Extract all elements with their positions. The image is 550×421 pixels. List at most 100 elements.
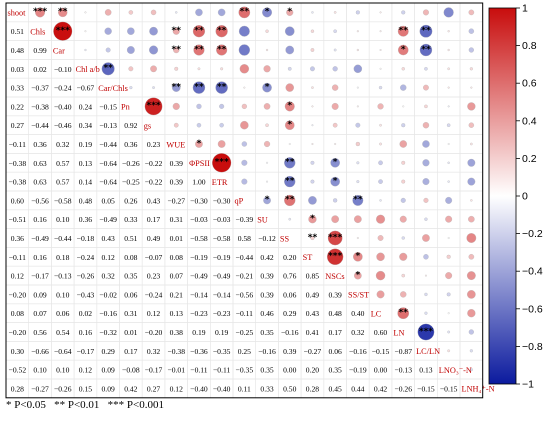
corr-value: 0.45 — [329, 384, 342, 393]
corr-circle-6-13 — [311, 124, 314, 127]
corr-circle-4-12 — [285, 83, 294, 92]
corr-value: −0.24 — [54, 84, 72, 93]
corr-circle-2-4 — [105, 47, 111, 53]
corr-value: 0.42 — [260, 253, 273, 262]
corr-circle-9-11 — [266, 180, 269, 183]
corr-value: −0.08 — [122, 366, 140, 375]
corr-value: 0.21 — [170, 290, 183, 299]
corr-value: −0.11 — [236, 309, 253, 318]
diag-label: LN — [393, 328, 404, 337]
corr-circle-0-19 — [443, 7, 454, 18]
correlation-heatmap: *** ** ** * **** ** ** ** ** **** ** ** * ****** ** ** *… — [5, 2, 543, 399]
corr-circle-7-9 — [217, 140, 226, 148]
corr-circle-11-17 — [399, 215, 407, 223]
corr-value: 0.49 — [147, 234, 160, 243]
sig-stars: *** — [215, 158, 229, 168]
corr-value: −0.58 — [213, 234, 231, 243]
corr-value: 0.27 — [11, 121, 24, 130]
corr-value: −0.19 — [190, 253, 208, 262]
corr-value: −0.39 — [236, 215, 254, 224]
colorbar-tick-label: 0.2 — [522, 153, 537, 165]
corr-value: −0.19 — [213, 253, 231, 262]
sig-stars: * — [355, 270, 360, 280]
corr-circle-0-5 — [128, 10, 134, 15]
sig-stars: *** — [33, 7, 47, 17]
sig-stars: * — [355, 252, 360, 262]
corr-circle-1-17 — [397, 25, 409, 37]
sig-stars: ** — [194, 82, 204, 92]
corr-value: 0.02 — [79, 309, 92, 318]
corr-circle-13-18 — [423, 254, 429, 260]
sig-stars: * — [265, 195, 270, 205]
corr-value: 0.48 — [11, 46, 24, 55]
corr-circle-2-6 — [149, 45, 159, 55]
corr-value: 0.39 — [170, 159, 183, 168]
corr-circle-7-18 — [422, 140, 430, 148]
corr-value: 0.38 — [170, 328, 183, 337]
corr-value: 0.06 — [283, 290, 296, 299]
corr-circle-10-14 — [333, 198, 338, 203]
corr-circle-4-7 — [171, 83, 181, 92]
corr-value: 0.46 — [260, 309, 273, 318]
corr-circle-11-12 — [288, 217, 292, 221]
sig-stars: ** — [217, 45, 227, 55]
sig-stars: * — [197, 139, 202, 149]
corr-value: −0.40 — [213, 384, 231, 393]
corr-circle-14-20 — [466, 271, 476, 280]
corr-circle-13-20 — [468, 254, 475, 260]
sig-p01: ** P<0.01 — [54, 399, 100, 411]
sig-stars: * — [265, 82, 270, 92]
corr-value: 0.48 — [329, 309, 342, 318]
corr-circle-6-16 — [379, 123, 382, 127]
corr-circle-3-4 — [101, 62, 115, 76]
corr-value: 0.16 — [33, 215, 46, 224]
corr-value: 0.36 — [79, 215, 92, 224]
corr-value: 0.50 — [283, 384, 296, 393]
corr-circle-10-12 — [284, 194, 296, 206]
corr-value: 0.20 — [306, 366, 319, 375]
corr-circle-4-17 — [400, 84, 407, 91]
sig-stars: ** — [217, 26, 227, 36]
corr-circle-0-12 — [286, 8, 294, 16]
corr-value: 0.32 — [351, 328, 364, 337]
sig-p05: * P<0.05 — [6, 399, 46, 411]
corr-value: −0.36 — [190, 347, 208, 356]
corr-circle-4-15 — [356, 86, 359, 89]
corr-circle-16-19 — [447, 312, 450, 315]
diag-label: Car/Chls — [98, 84, 128, 93]
corr-circle-12-16 — [377, 235, 384, 241]
corr-circle-8-19 — [447, 161, 450, 164]
corr-circle-7-16 — [379, 142, 382, 146]
corr-value: 0.41 — [306, 328, 319, 337]
corr-value: 0.57 — [56, 159, 69, 168]
corr-value: 0.12 — [79, 366, 92, 375]
corr-value: −0.35 — [236, 366, 254, 375]
corr-value: 0.60 — [374, 328, 387, 337]
corr-value: 0.30 — [11, 347, 24, 356]
corr-circle-4-16 — [378, 85, 383, 90]
sig-stars: ** — [285, 176, 295, 186]
sig-stars: *** — [419, 327, 433, 337]
corr-value: −0.07 — [145, 253, 163, 262]
corr-value: −0.58 — [190, 234, 208, 243]
corr-value: 0.40 — [351, 309, 364, 318]
corr-value: −0.15 — [417, 384, 435, 393]
corr-value: 0.02 — [33, 65, 46, 74]
corr-circle-1-10 — [238, 25, 250, 37]
corr-circle-8-15 — [356, 161, 360, 165]
corr-circle-7-13 — [311, 143, 314, 145]
corr-circle-11-20 — [468, 215, 475, 223]
corr-value: 0.08 — [170, 253, 183, 262]
sig-stars: ** — [103, 64, 113, 74]
corr-circle-3-8 — [197, 67, 201, 71]
corr-circle-11-13 — [308, 215, 317, 224]
colorbar-tick-label: −0.2 — [522, 228, 543, 240]
corr-circle-5-10 — [241, 103, 247, 109]
corr-value: −0.25 — [236, 328, 254, 337]
colorbar-tick-label: 0.8 — [522, 40, 537, 52]
corr-circle-0-10 — [238, 6, 251, 19]
corr-value: 0.54 — [56, 328, 69, 337]
corr-circle-2-10 — [238, 44, 250, 56]
corr-value: 0.06 — [56, 309, 69, 318]
